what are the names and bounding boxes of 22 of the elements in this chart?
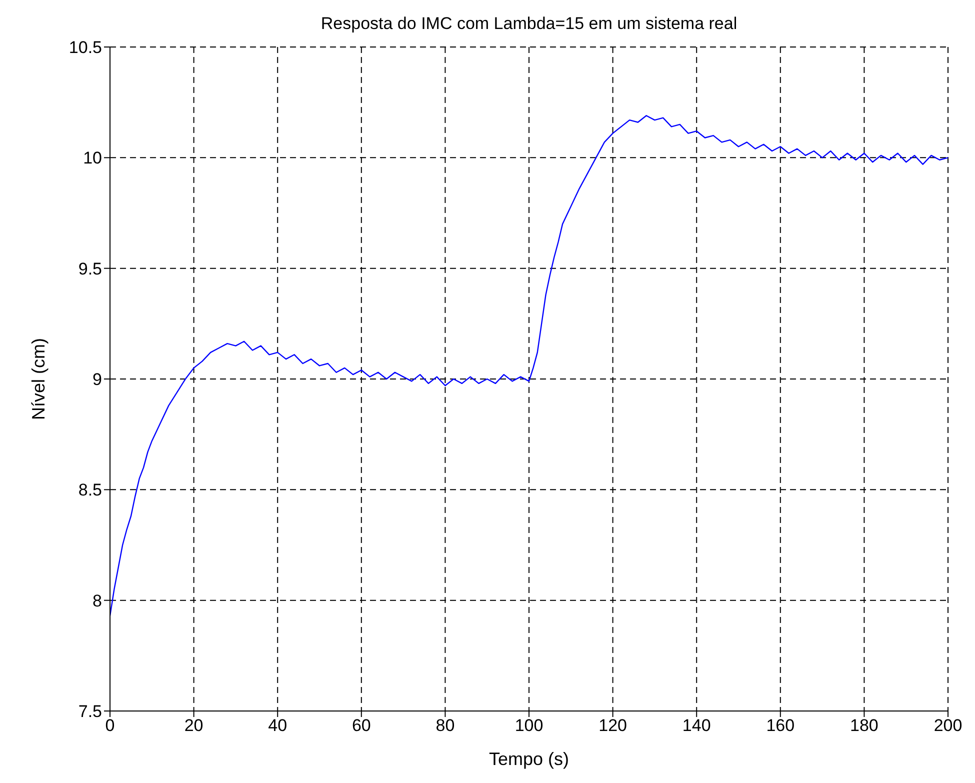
chart-title: Resposta do IMC com Lambda=15 em um sistema real bbox=[320, 14, 738, 34]
x-tick-label: 140 bbox=[682, 716, 711, 736]
y-tick-label: 9.5 bbox=[78, 259, 102, 278]
x-tick-label: 80 bbox=[436, 716, 455, 736]
x-tick-label: 20 bbox=[184, 716, 204, 736]
x-tick-label: 100 bbox=[514, 716, 544, 736]
y-tick-label: 7.5 bbox=[78, 702, 102, 722]
x-tick-label: 120 bbox=[598, 716, 627, 736]
x-tick-label: 180 bbox=[850, 716, 878, 736]
y-axis-title: Nível (cm) bbox=[28, 338, 48, 420]
x-tick-label: 40 bbox=[268, 716, 288, 736]
line-series bbox=[110, 115, 948, 616]
x-tick-label: 60 bbox=[352, 716, 371, 736]
y-tick-label: 10.5 bbox=[68, 38, 102, 58]
x-axis-title: Tempo (s) bbox=[488, 749, 570, 769]
x-tick-label: 200 bbox=[934, 716, 962, 736]
y-tick-label: 8.5 bbox=[78, 480, 102, 500]
y-tick-label: 8 bbox=[92, 591, 102, 610]
x-tick-label: 160 bbox=[766, 716, 795, 736]
y-tick-label: 10 bbox=[83, 148, 102, 168]
y-tick-label: 9 bbox=[92, 370, 102, 390]
x-tick-label: 0 bbox=[105, 716, 115, 736]
